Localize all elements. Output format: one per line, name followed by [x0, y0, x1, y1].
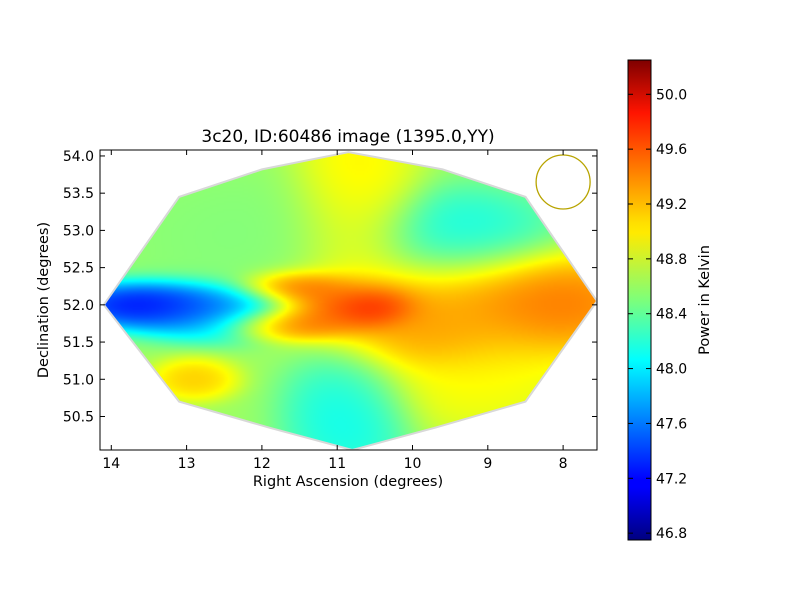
colorbar-tick-label: 47.2: [656, 471, 687, 487]
y-tick-label: 50.5: [63, 410, 94, 426]
colorbar-tick-label: 49.2: [656, 197, 687, 213]
axes-frame: [99, 149, 598, 451]
x-tick-label: 12: [253, 456, 271, 472]
colorbar-tick-label: 46.8: [656, 526, 687, 542]
colorbar-ticks: 46.8 47.2 47.6 48.0 48.4 48.8 49.2 49.6 50.0: [628, 87, 687, 542]
x-tick-label: 13: [178, 456, 196, 472]
colorbar: [627, 59, 652, 541]
y-tick-label: 52.0: [63, 298, 94, 314]
x-tick-label: 9: [483, 456, 492, 472]
x-tick-label: 14: [102, 456, 120, 472]
footprint-outline: [102, 151, 597, 450]
plot-area: [102, 151, 597, 450]
heatmap-image: [103, 152, 597, 450]
chart-title: 3c20, ID:60486 image (1395.0,YY): [201, 127, 494, 147]
colorbar-label: Power in Kelvin: [697, 245, 713, 355]
colorbar-tick-label: 49.6: [656, 142, 687, 158]
y-tick-label: 54.0: [63, 149, 94, 165]
y-axis-label: Declination (degrees): [36, 222, 52, 378]
colorbar-tick-label: 47.6: [656, 416, 687, 432]
y-tick-label: 51.0: [63, 372, 94, 388]
x-axis-label: Right Ascension (degrees): [253, 474, 443, 490]
colorbar-tick-label: 48.4: [656, 307, 687, 323]
y-tick-label: 53.0: [63, 223, 94, 239]
y-axis-ticks: 50.5 51.0 51.5 52.0 52.5 53.0 53.5 54.0: [63, 149, 597, 426]
colorbar-tick-label: 48.0: [656, 362, 687, 378]
x-tick-label: 8: [559, 456, 568, 472]
y-tick-label: 51.5: [63, 335, 94, 351]
beam-circle: [535, 154, 591, 210]
x-axis-ticks: 14 13 12 11 10 9 8: [102, 150, 568, 472]
x-tick-label: 10: [404, 456, 422, 472]
y-tick-label: 52.5: [63, 261, 94, 277]
colorbar-tick-label: 48.8: [656, 252, 687, 268]
y-tick-label: 53.5: [63, 186, 94, 202]
colorbar-tick-label: 50.0: [656, 87, 687, 103]
x-tick-label: 11: [328, 456, 346, 472]
